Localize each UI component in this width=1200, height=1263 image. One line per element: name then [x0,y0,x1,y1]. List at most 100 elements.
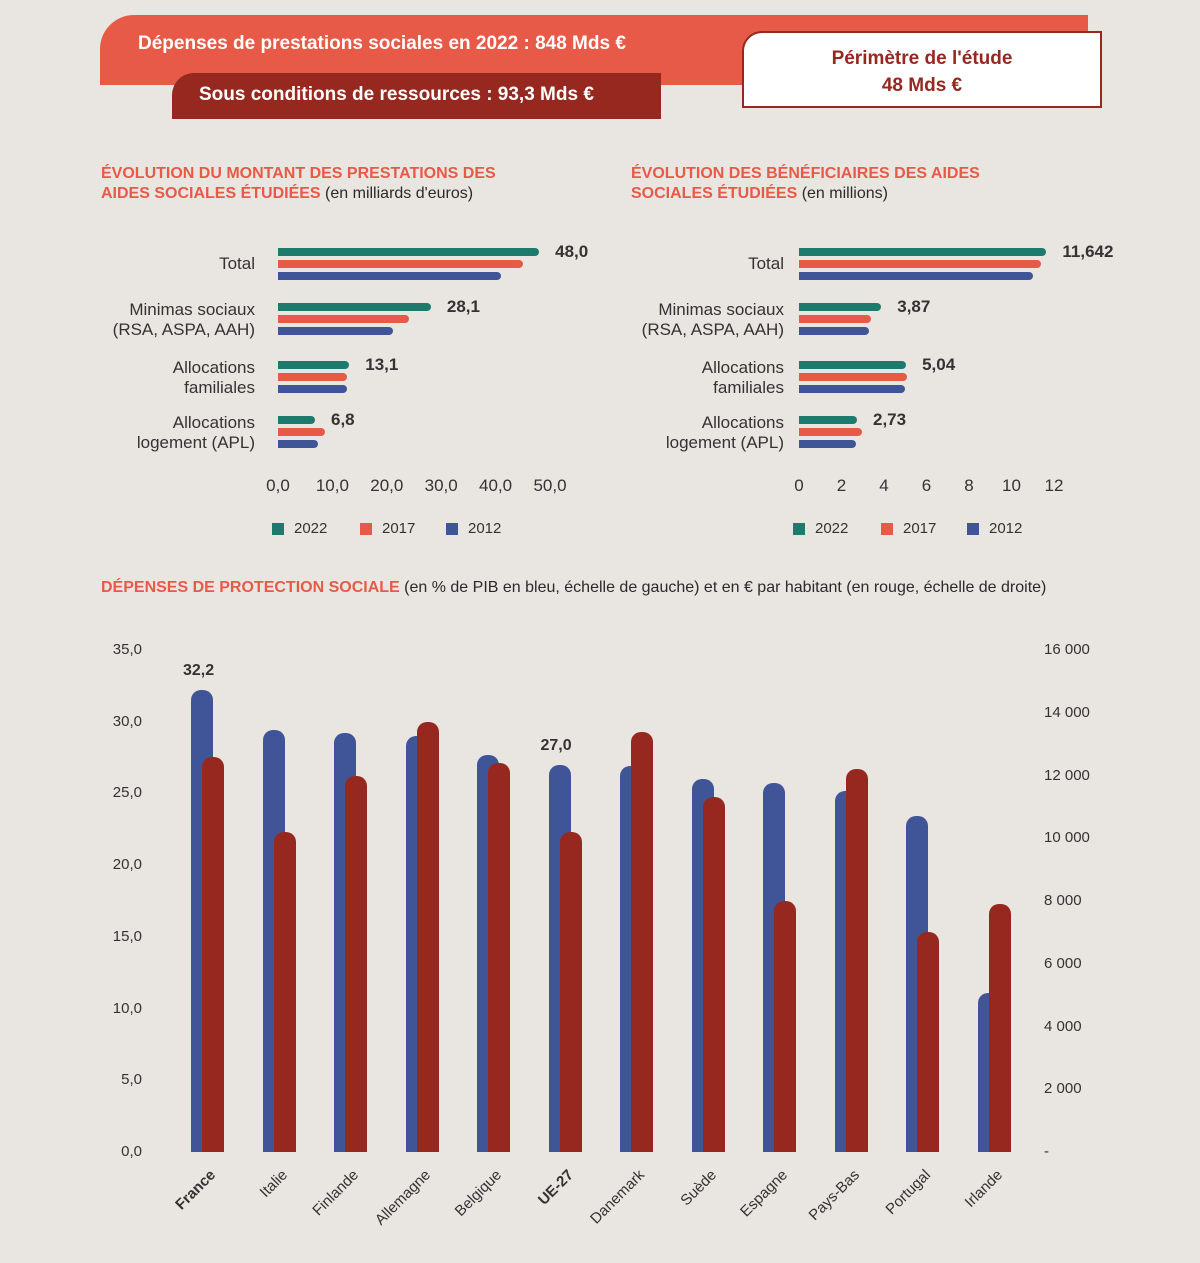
beneficiaries-legend-label: 2012 [989,520,1023,537]
beneficiaries-value-label: 2,73 [873,410,907,429]
beneficiaries-bar-2012 [799,440,857,448]
beneficiaries-category-label-line: familiales [713,378,784,397]
beneficiaries-bar-2022 [799,303,882,311]
beneficiaries-category-label-line: Allocations [701,413,784,432]
beneficiaries-chart-title-line2: SOCIALES ÉTUDIÉES [631,185,798,202]
beneficiaries-bar-2017 [799,260,1042,268]
amount-bar-2017 [278,373,348,381]
amount-category-label-line: Allocations [172,413,255,432]
perimeter-title: Périmètre de l'étude [831,48,1013,69]
beneficiaries-category-label: Total [584,254,784,274]
amount-bar-2012 [278,272,502,280]
left-y-tick: 15,0 [112,927,142,945]
beneficiaries-x-tick: 12 [1044,476,1064,495]
per-capita-bar [702,797,725,1152]
per-capita-bar [273,831,296,1152]
amount-category-label: Allocations familiales [55,358,255,398]
left-y-tick: 5,0 [121,1071,142,1089]
left-y-tick: 20,0 [112,856,142,874]
amount-chart-title-line1: ÉVOLUTION DU MONTANT DES PRESTATIONS DES [101,165,496,182]
perimeter-value: 48 Mds € [881,75,963,96]
left-y-tick: 35,0 [112,641,142,658]
study-perimeter-box: Périmètre de l'étude 48 Mds € [742,31,1102,108]
beneficiaries-value-label: 5,04 [922,355,956,374]
beneficiaries-bar-2017 [799,315,872,323]
amount-category-label-line: logement (APL) [136,433,255,452]
beneficiaries-category-label-line: Allocations [701,358,784,377]
per-capita-bar [774,901,796,1152]
beneficiaries-x-tick: 0 [794,476,804,495]
amount-chart-title-line2: AIDES SOCIALES ÉTUDIÉES [101,185,321,202]
means-tested-banner [172,73,661,119]
protection-chart-title-highlight: DÉPENSES DE PROTECTION SOCIALE [101,579,400,596]
beneficiaries-category-label-line: Total [748,254,784,273]
amount-bar-2012 [278,327,394,335]
amount-bar-2017 [278,260,523,268]
beneficiaries-bar-2022 [799,416,857,424]
beneficiaries-x-tick: 6 [921,476,932,495]
amount-value-label: 13,1 [365,355,399,374]
amount-category-label-line: familiales [184,378,255,397]
beneficiaries-category-label-line: (RSA, ASPA, AAH) [641,320,784,339]
beneficiaries-category-label: Minimas sociaux (RSA, ASPA, AAH) [584,300,784,340]
left-y-tick: 25,0 [112,784,142,802]
amount-bar-2017 [278,315,409,323]
beneficiaries-legend-swatch [793,523,805,535]
beneficiaries-chart-subtitle: (en millions) [801,185,888,202]
amount-bar-2022 [278,248,540,256]
amount-legend-swatch [360,523,372,535]
beneficiaries-legend-swatch [881,523,893,535]
beneficiaries-bar-2012 [799,272,1033,280]
total-spending-label: Dépenses de prestations sociales en 2022… [138,33,626,54]
beneficiaries-bar-2022 [799,248,1047,256]
per-capita-bar [559,831,582,1152]
amount-legend-swatch [272,523,284,535]
right-y-tick: 10 000 [1044,829,1090,847]
beneficiaries-x-tick: 2 [836,476,847,495]
beneficiaries-bar-2022 [799,361,907,369]
per-capita-bar [845,769,868,1152]
beneficiaries-bar-2017 [799,373,908,381]
amount-x-tick: 50,0 [533,476,567,495]
right-y-tick: - [1044,1143,1049,1160]
amount-category-label-line: Total [219,254,255,273]
right-y-tick: 16 000 [1044,641,1090,658]
amount-category-label-line: Allocations [172,358,255,377]
beneficiaries-bar-2012 [799,327,870,335]
amount-category-label: Minimas sociaux (RSA, ASPA, AAH) [55,300,255,340]
right-y-tick: 8 000 [1044,892,1082,909]
amount-x-tick: 20,0 [370,476,404,495]
amount-chart-title: ÉVOLUTION DU MONTANT DES PRESTATIONS DES… [101,164,496,204]
beneficiaries-category-label: Allocations logement (APL) [584,413,784,453]
per-capita-bar [988,904,1011,1152]
means-tested-label: Sous conditions de ressources : 93,3 Mds… [199,84,594,105]
beneficiaries-chart-title-line1: ÉVOLUTION DES BÉNÉFICIAIRES DES AIDES [631,165,980,182]
amount-x-tick: 40,0 [479,476,513,495]
per-capita-bar [416,722,439,1152]
amount-category-label-line: Minimas sociaux [129,300,255,319]
amount-legend-label: 2022 [294,520,328,537]
beneficiaries-category-label: Allocations familiales [584,358,784,398]
beneficiaries-x-tick: 10 [1002,476,1021,495]
per-capita-bar [345,775,367,1152]
per-capita-bar [202,756,224,1152]
beneficiaries-x-tick: 8 [964,476,974,495]
right-y-tick: 14 000 [1044,703,1090,721]
amount-chart-subtitle: (en milliards d'euros) [325,185,474,202]
beneficiaries-legend-label: 2017 [903,520,937,537]
per-capita-bar [488,762,510,1152]
protection-chart-subtitle: (en % de PIB en bleu, échelle de gauche)… [399,579,1047,596]
pib-annotation: 27,0 [540,736,572,754]
beneficiaries-x-tick: 4 [879,476,889,495]
amount-bar-2017 [278,428,326,436]
amount-x-tick: 0,0 [266,476,290,495]
beneficiaries-legend-swatch [967,523,979,535]
left-y-tick: 30,0 [112,712,142,730]
beneficiaries-value-label: 3,87 [897,297,931,316]
beneficiaries-category-label-line: Minimas sociaux [658,300,784,319]
amount-legend-swatch [446,523,458,535]
beneficiaries-value-label: 11,642 [1062,242,1114,261]
right-y-tick: 12 000 [1044,766,1090,784]
left-y-tick: 0,0 [121,1143,142,1160]
amount-bar-2022 [278,361,350,369]
